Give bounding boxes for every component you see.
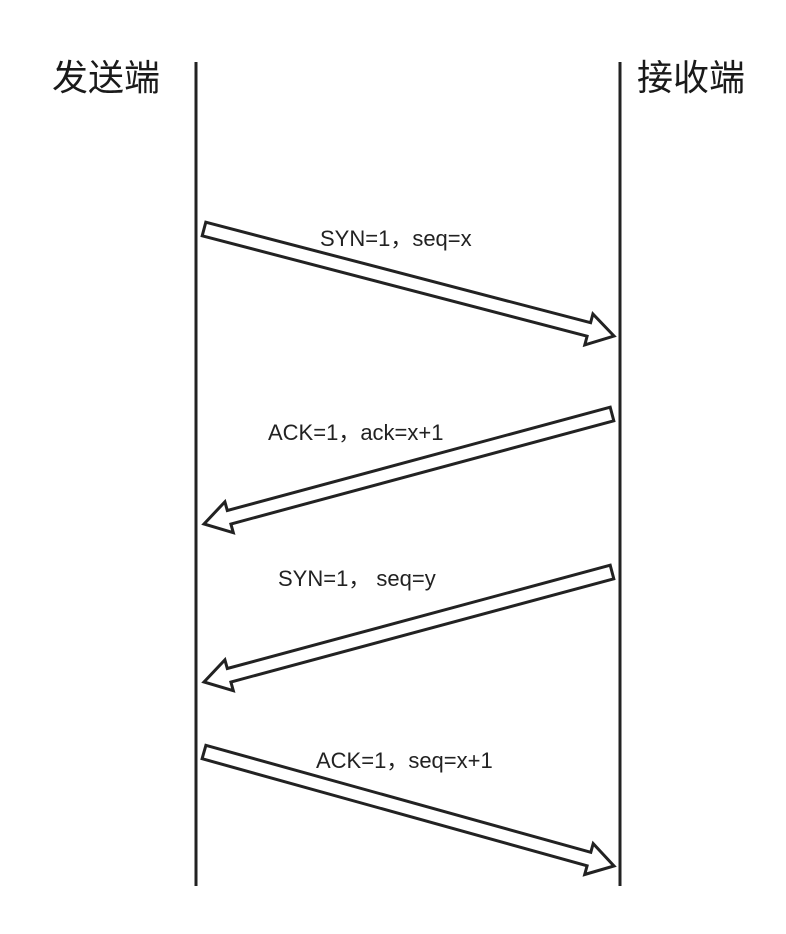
message-label-2: ACK=1，ack=x+1 [268, 420, 444, 445]
message-arrow-4 [200, 743, 617, 877]
message-label-4: ACK=1，seq=x+1 [316, 748, 493, 773]
receiver-label: 接收端 [637, 58, 745, 99]
message-arrow-2 [201, 405, 616, 535]
message-arrow-3 [201, 563, 616, 693]
message-arrow-1 [200, 220, 617, 348]
message-label-1: SYN=1，seq=x [320, 226, 472, 251]
sender-label: 发送端 [52, 58, 160, 99]
message-label-3: SYN=1， seq=y [278, 566, 436, 591]
